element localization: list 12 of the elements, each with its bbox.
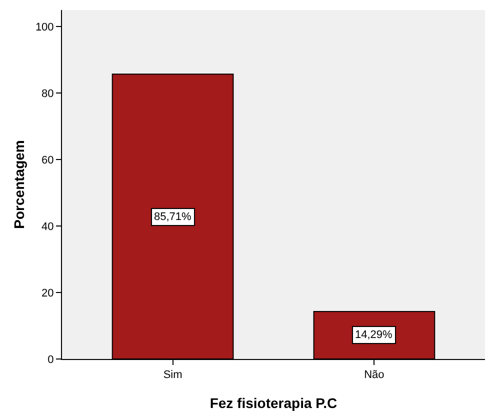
data-label: 85,71% xyxy=(154,211,192,223)
x-tick-label: Sim xyxy=(163,369,182,382)
y-tick-label: 60 xyxy=(42,154,54,166)
y-tick-label: 20 xyxy=(42,287,54,300)
data-label: 14,29% xyxy=(355,329,393,341)
x-axis-title: Fez fisioterapia P.C xyxy=(210,395,338,411)
y-axis-title: Porcentagem xyxy=(11,140,27,229)
y-tick-label: 0 xyxy=(48,354,54,366)
x-tick-label: Não xyxy=(364,369,384,382)
y-tick-label: 40 xyxy=(42,220,54,233)
y-tick-label: 80 xyxy=(42,88,54,100)
y-tick-label: 100 xyxy=(35,21,54,34)
